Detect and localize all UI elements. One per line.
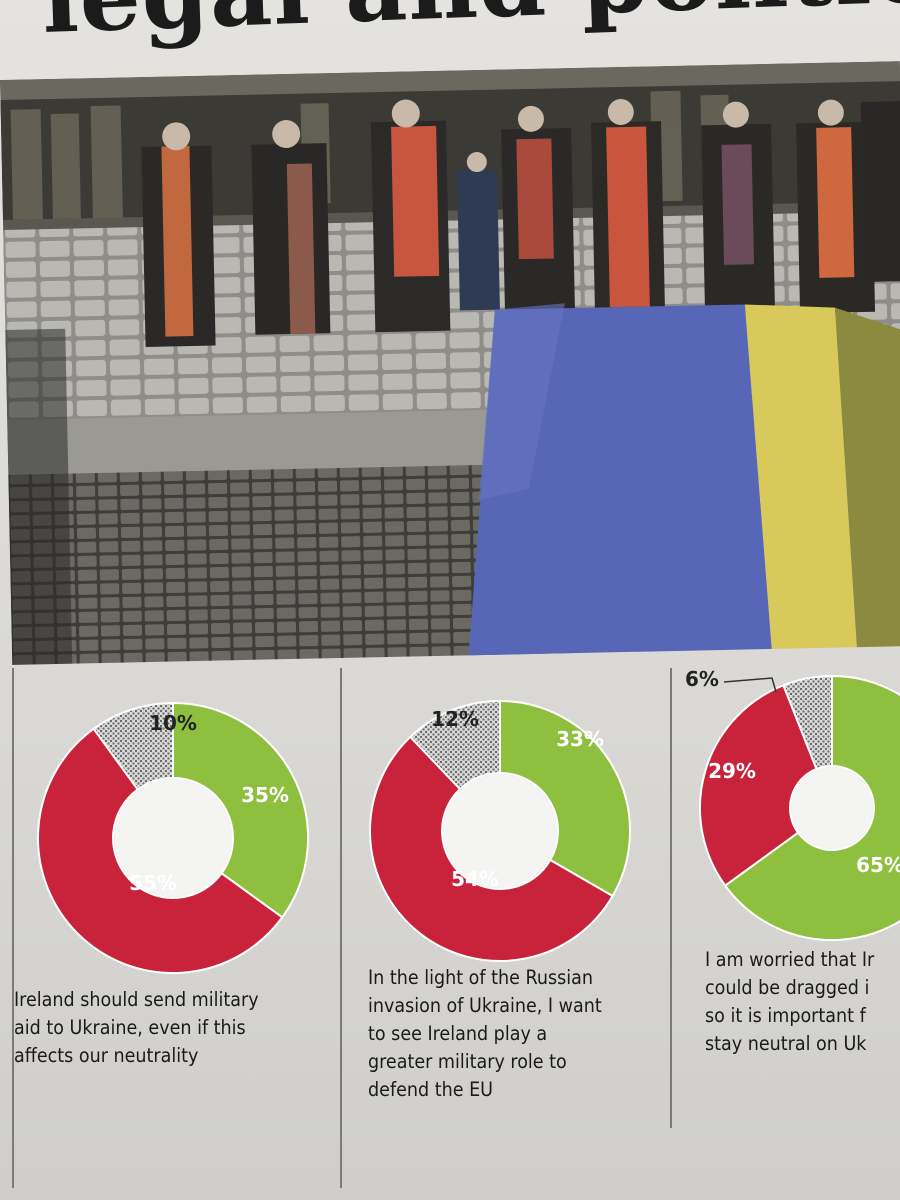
- donut-hole: [791, 767, 873, 849]
- column-divider: [12, 668, 14, 1188]
- donut-chart-3: 65% 29% 6%: [685, 667, 900, 941]
- caption-2: In the light of the Russian invasion of …: [368, 964, 602, 1104]
- column-divider: [670, 668, 672, 1128]
- data-label: 6%: [685, 667, 719, 691]
- caption-line: aid to Ukraine, even if this: [14, 1016, 246, 1039]
- poll-charts: 35% 55% 10% 33% 54% 12% 65% 29% 6% Ireland sho…: [0, 667, 900, 1200]
- column-divider: [340, 668, 342, 1188]
- data-label: 12%: [431, 707, 479, 731]
- caption-line: so it is important f: [705, 1004, 866, 1027]
- donut-slice-disagree: [699, 683, 818, 887]
- donut-slice-disagree: [369, 735, 614, 962]
- caption-line: invasion of Ukraine, I want: [368, 994, 602, 1017]
- caption-line: greater military role to: [368, 1050, 567, 1073]
- data-label: 35%: [241, 783, 289, 807]
- donut-slice-agree: [499, 699, 631, 898]
- donut-slice-don-t-know: [782, 674, 833, 771]
- donut-slice-disagree: [37, 727, 284, 974]
- headline: legal and political: [40, 0, 900, 55]
- donut-hole: [443, 774, 557, 888]
- data-label: 54%: [451, 867, 499, 891]
- data-label: 29%: [708, 759, 756, 783]
- donut-slice-agree: [723, 674, 900, 941]
- donut-chart-2: 33% 54% 12%: [369, 699, 631, 962]
- data-label: 65%: [856, 853, 900, 877]
- donut-chart-1: 35% 55% 10%: [37, 701, 309, 974]
- caption-line: could be dragged i: [705, 976, 870, 999]
- caption-3: I am worried that Ir could be dragged i …: [705, 946, 874, 1058]
- leader-line: [723, 677, 777, 693]
- data-label: 33%: [556, 727, 604, 751]
- caption-line: stay neutral on Uk: [705, 1032, 867, 1055]
- donut-slice-agree: [172, 701, 309, 919]
- caption-1: Ireland should send military aid to Ukra…: [14, 986, 259, 1070]
- donut-slice-don-t-know: [92, 701, 174, 791]
- data-label: 10%: [149, 711, 197, 735]
- data-label: 55%: [129, 871, 177, 895]
- news-photo: [0, 61, 900, 665]
- donut-slice-don-t-know: [408, 699, 501, 791]
- caption-line: affects our neutrality: [14, 1044, 199, 1067]
- caption-line: In the light of the Russian: [368, 966, 593, 989]
- caption-line: to see Ireland play a: [368, 1022, 548, 1045]
- caption-line: I am worried that Ir: [705, 948, 875, 971]
- photo-ceremony-image: [0, 61, 900, 665]
- donut-hole: [114, 779, 232, 897]
- caption-line: Ireland should send military: [14, 988, 259, 1011]
- caption-line: defend the EU: [368, 1078, 494, 1101]
